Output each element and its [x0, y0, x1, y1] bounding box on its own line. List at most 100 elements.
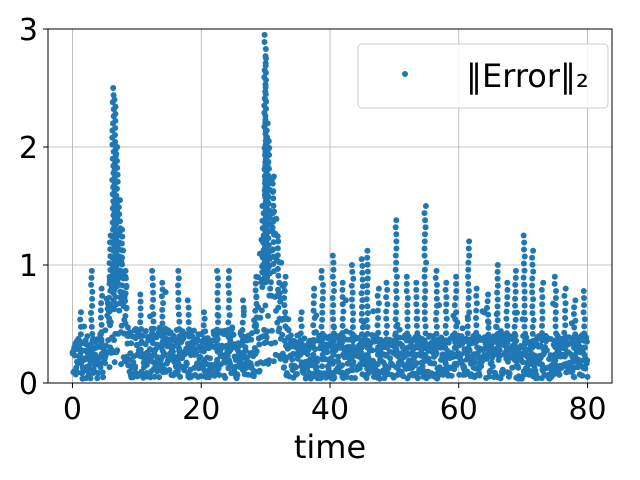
data-point	[119, 226, 126, 233]
data-point	[214, 348, 221, 355]
data-point	[432, 351, 439, 358]
data-point	[556, 371, 563, 378]
data-point	[225, 319, 232, 326]
data-point	[398, 368, 405, 375]
data-point	[83, 341, 90, 348]
data-point	[281, 280, 288, 287]
data-point	[175, 311, 182, 318]
data-point	[521, 246, 527, 253]
data-point	[503, 308, 510, 315]
data-point	[317, 375, 324, 382]
data-point	[226, 267, 232, 274]
data-point	[512, 309, 518, 316]
data-point	[383, 294, 390, 301]
data-point	[473, 300, 480, 307]
data-point	[403, 280, 410, 287]
data-point	[358, 290, 365, 297]
data-point	[225, 290, 232, 296]
data-point	[521, 295, 528, 302]
data-point	[150, 311, 157, 318]
y-tick-label: 2	[19, 131, 38, 166]
data-point	[123, 282, 130, 289]
data-point	[552, 302, 559, 309]
data-point	[95, 370, 102, 377]
data-point	[466, 252, 473, 259]
data-point	[200, 322, 207, 329]
data-point	[151, 359, 158, 366]
data-point	[422, 280, 428, 287]
data-point	[111, 359, 118, 366]
data-point	[98, 321, 105, 328]
data-point	[185, 304, 192, 311]
data-point	[320, 288, 326, 295]
data-point	[581, 351, 588, 358]
data-point	[329, 273, 336, 280]
data-point	[112, 125, 119, 131]
data-point	[310, 344, 317, 351]
data-point	[422, 203, 429, 209]
data-point	[529, 261, 536, 268]
data-point	[311, 315, 318, 321]
data-point	[263, 127, 270, 134]
data-point	[114, 347, 121, 354]
data-point	[175, 282, 181, 289]
data-point	[442, 322, 449, 329]
data-point	[529, 289, 536, 296]
data-point	[503, 351, 510, 358]
data-point	[320, 281, 326, 288]
legend-marker	[402, 71, 408, 77]
data-point	[242, 365, 249, 372]
data-point	[253, 348, 260, 355]
data-point	[503, 315, 510, 322]
data-point	[111, 337, 117, 344]
data-point	[364, 289, 371, 296]
data-point	[473, 292, 480, 299]
data-point	[294, 371, 300, 377]
data-point	[261, 39, 268, 45]
data-point	[422, 288, 429, 294]
data-point	[216, 372, 223, 378]
data-point	[572, 338, 579, 345]
data-point	[276, 279, 283, 286]
data-point	[89, 351, 96, 358]
data-point	[584, 357, 591, 364]
data-point	[106, 294, 113, 301]
data-point	[201, 309, 207, 316]
data-point	[433, 344, 440, 351]
data-point	[89, 302, 96, 309]
data-point	[310, 322, 317, 329]
data-point	[252, 287, 259, 294]
data-point	[539, 294, 546, 301]
data-point	[530, 337, 537, 344]
data-point	[137, 326, 144, 333]
data-point	[414, 315, 421, 322]
data-point	[552, 316, 559, 323]
data-point	[381, 375, 388, 382]
data-point	[350, 344, 357, 351]
data-point	[318, 274, 325, 281]
data-point	[364, 303, 371, 310]
data-point	[275, 272, 282, 279]
data-point	[522, 316, 528, 323]
data-point	[137, 298, 144, 305]
data-point	[339, 362, 346, 369]
data-point	[350, 275, 357, 282]
data-point	[201, 335, 208, 342]
data-point	[464, 351, 471, 358]
data-point	[159, 347, 166, 354]
data-point	[404, 330, 411, 337]
data-point	[540, 344, 547, 351]
data-point	[230, 331, 237, 338]
data-point	[503, 337, 510, 344]
data-point	[149, 304, 156, 310]
data-point	[277, 298, 284, 305]
x-tick-label: 80	[568, 392, 606, 427]
x-tick-label: 60	[440, 392, 478, 427]
data-point	[538, 286, 545, 293]
data-point	[319, 330, 326, 337]
data-point	[452, 295, 459, 301]
data-point	[88, 267, 95, 274]
data-point	[149, 267, 156, 274]
data-point	[513, 351, 520, 358]
data-point	[512, 295, 519, 302]
